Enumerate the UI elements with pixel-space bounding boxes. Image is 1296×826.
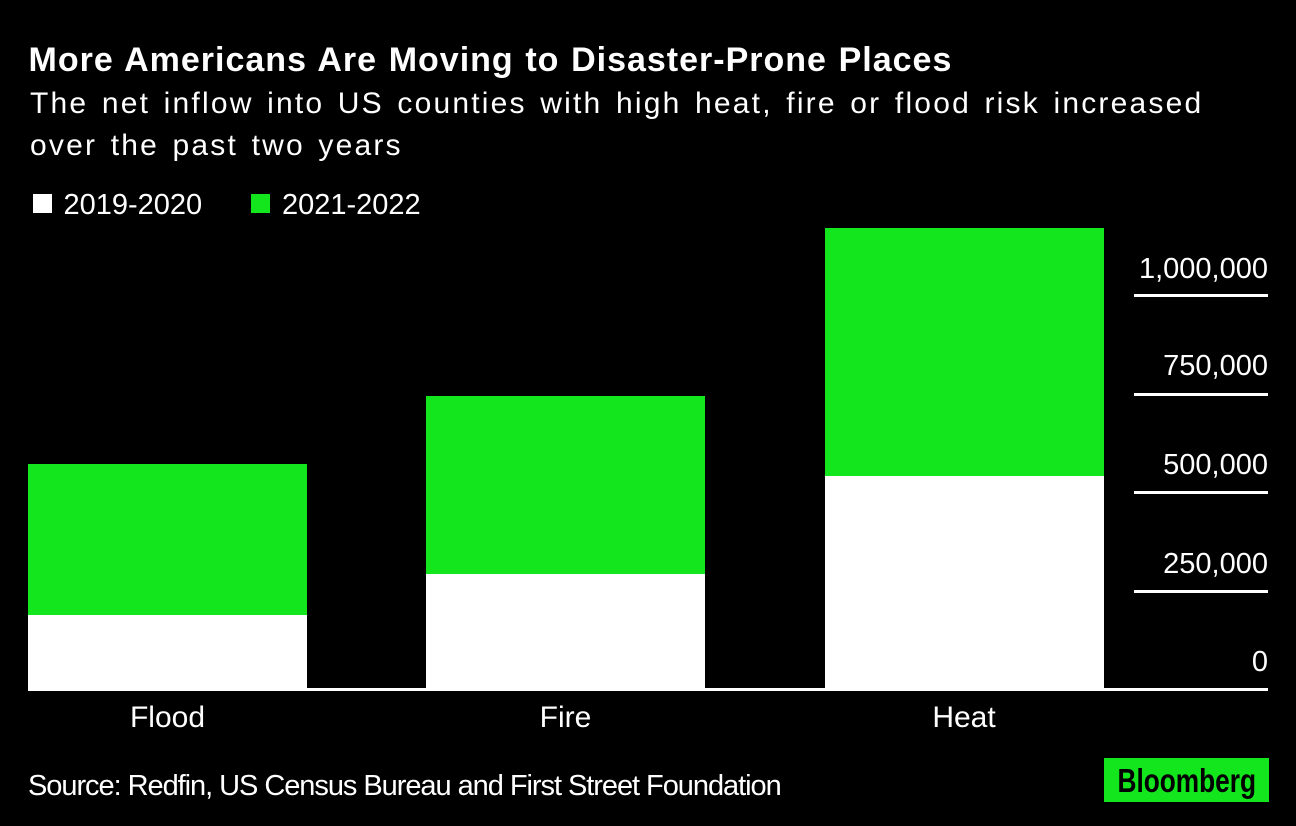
- svg-text:Bloomberg: Bloomberg: [1118, 762, 1257, 799]
